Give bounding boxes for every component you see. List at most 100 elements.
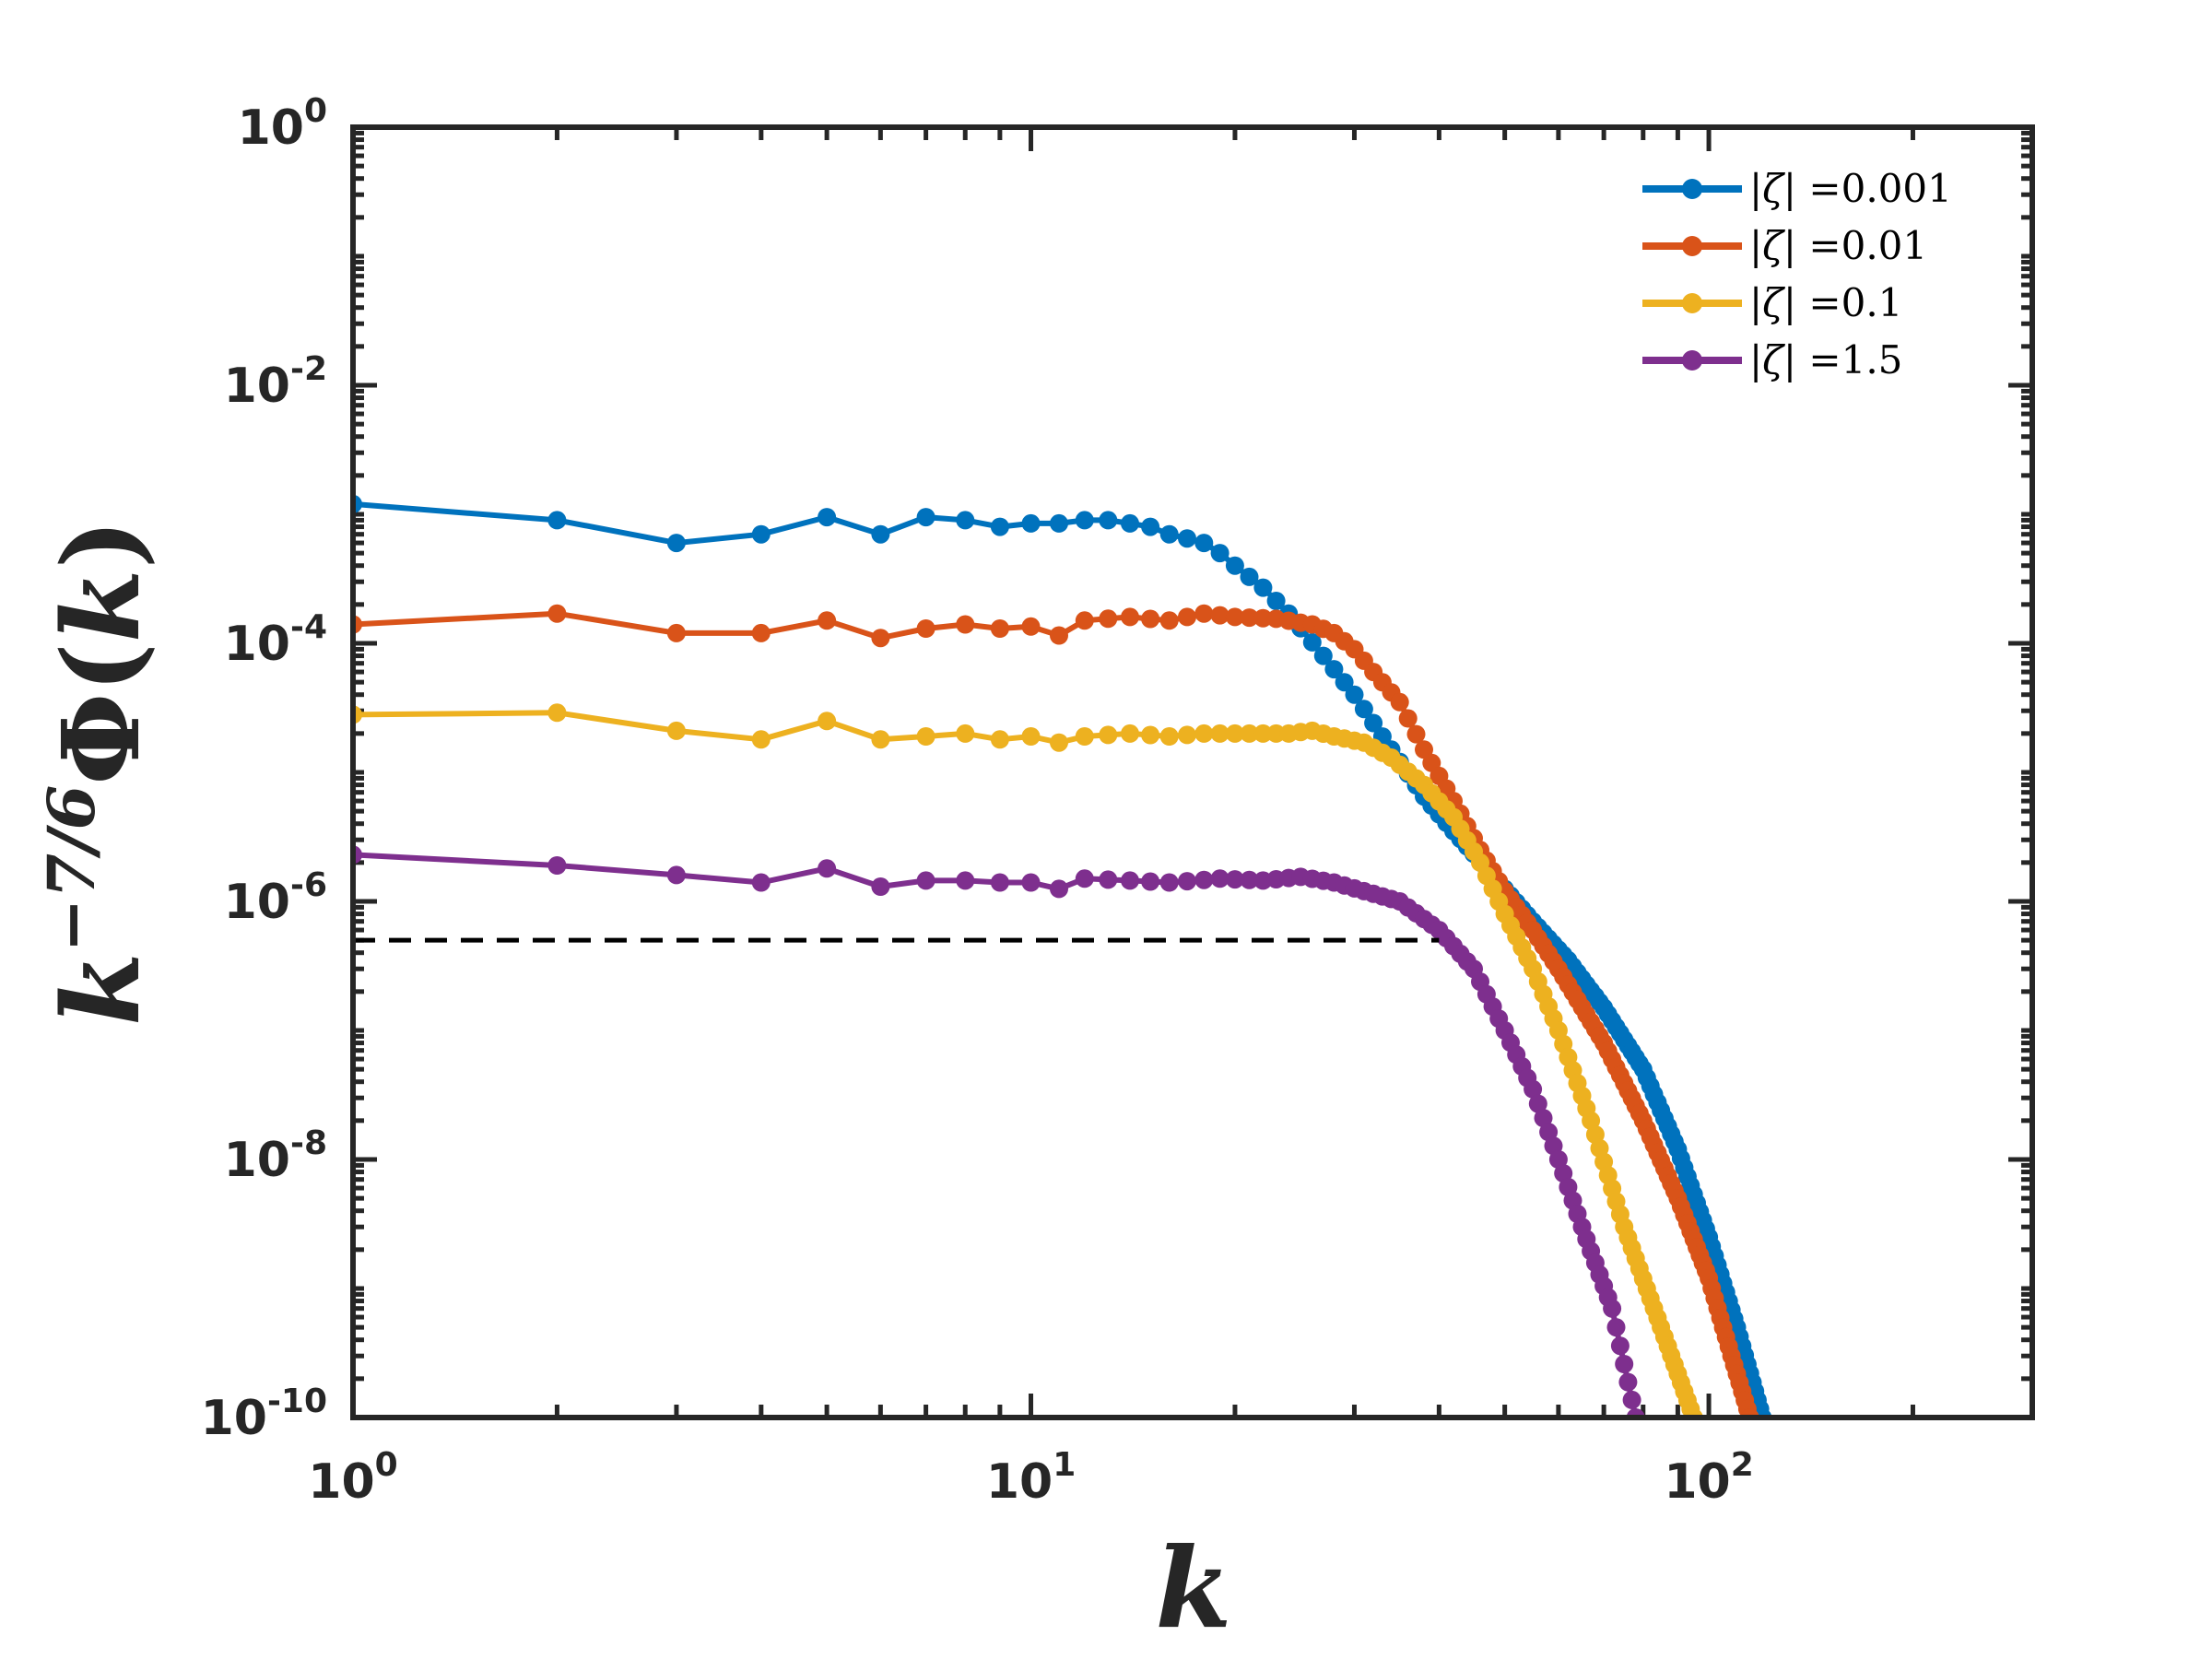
legend-item: |ζ| =0.001 — [1642, 166, 1952, 211]
data-point — [1194, 534, 1214, 553]
data-point — [1178, 529, 1196, 548]
data-point — [916, 508, 935, 527]
data-point — [1225, 724, 1244, 743]
data-point — [1324, 660, 1344, 679]
data-point — [1075, 869, 1094, 888]
data-point — [1121, 724, 1139, 743]
data-point — [1210, 606, 1230, 625]
y-title-exponent: −7/6 — [33, 785, 110, 953]
data-point — [1240, 870, 1259, 889]
data-point — [990, 730, 1009, 749]
data-point — [990, 517, 1009, 536]
x-tick-label: 100 — [308, 1446, 397, 1510]
data-point — [1099, 725, 1118, 745]
data-point — [1121, 607, 1139, 627]
data-point — [1075, 511, 1094, 530]
x-axis-title: k — [1155, 1524, 1231, 1653]
data-point — [871, 877, 890, 896]
data-point — [1050, 513, 1068, 533]
data-point — [1253, 724, 1273, 743]
data-point — [1610, 1336, 1630, 1356]
series-4 — [353, 845, 1645, 1418]
data-point — [547, 703, 567, 723]
data-point — [547, 856, 567, 875]
y-tick-label: 100 — [238, 92, 327, 156]
data-point — [547, 511, 567, 530]
data-point — [956, 615, 975, 634]
data-point — [1528, 1094, 1547, 1113]
data-point — [1178, 872, 1196, 891]
data-point — [751, 873, 771, 892]
data-point — [1050, 733, 1068, 752]
y-tick-label: 10-10 — [201, 1382, 327, 1446]
y-axis-title: k−7/6Φ(k) — [33, 519, 164, 1026]
data-point — [1622, 1390, 1641, 1409]
data-point — [1415, 740, 1433, 759]
data-point — [916, 871, 935, 890]
data-point — [1606, 1318, 1626, 1337]
data-point — [1582, 1111, 1601, 1130]
data-point — [1253, 608, 1273, 628]
data-point — [1313, 646, 1333, 665]
x-tick-labels: 100 101 102 — [308, 1446, 1753, 1510]
data-point — [818, 712, 837, 731]
data-point — [1050, 626, 1068, 645]
y-tick-labels: 100 10-2 10-4 10-6 10-8 10-10 — [201, 92, 327, 1446]
data-point — [818, 859, 837, 878]
legend-marker — [1682, 293, 1702, 313]
legend: |ζ| =0.001 |ζ| =0.01 |ζ| =0.1 |ζ| =1.5 — [1642, 166, 1952, 382]
data-point — [1021, 873, 1041, 892]
data-point — [1159, 524, 1179, 544]
legend-marker — [1682, 179, 1702, 199]
legend-marker — [1682, 236, 1702, 256]
data-point — [1178, 725, 1196, 745]
data-point — [666, 623, 686, 642]
y-title-phi: Φ — [40, 693, 164, 785]
data-point — [1159, 727, 1179, 746]
data-point — [1121, 871, 1139, 890]
series-2 — [353, 604, 1759, 1418]
data-point — [1225, 870, 1244, 889]
data-point — [1141, 517, 1160, 536]
data-point — [871, 524, 890, 544]
data-point — [1603, 1299, 1622, 1318]
plot-background — [353, 127, 2032, 1418]
y-tick-label: 10-6 — [224, 866, 327, 930]
data-point — [1210, 724, 1230, 743]
data-point — [1159, 611, 1179, 630]
y-title-paren-open: ( — [40, 642, 164, 692]
data-point — [818, 611, 837, 630]
data-point — [751, 730, 771, 749]
data-point — [1178, 607, 1196, 627]
data-point — [1141, 609, 1160, 629]
y-tick-label: 10-4 — [224, 608, 327, 672]
x-tick-label: 102 — [1664, 1446, 1753, 1510]
data-point — [1099, 511, 1118, 530]
data-point — [1548, 1150, 1568, 1169]
data-point — [956, 724, 975, 743]
data-point — [1050, 879, 1068, 899]
data-point — [818, 508, 837, 527]
data-point — [956, 511, 975, 530]
plot-frame — [350, 124, 2035, 1420]
data-point — [1266, 592, 1286, 610]
data-point — [547, 604, 567, 623]
data-point — [1335, 673, 1354, 692]
data-point — [1253, 578, 1273, 597]
data-point — [916, 727, 935, 746]
data-point — [666, 865, 686, 885]
legend-label: |ζ| =0.01 — [1749, 223, 1927, 268]
data-point — [1121, 513, 1139, 533]
data-point — [1406, 724, 1426, 744]
data-point — [990, 619, 1009, 638]
data-point — [666, 534, 686, 553]
data-point — [990, 873, 1009, 892]
data-point — [1240, 724, 1259, 743]
data-point — [916, 619, 935, 638]
data-point — [1618, 1372, 1638, 1392]
data-point — [1099, 609, 1118, 629]
y-title-paren-close: ) — [40, 519, 164, 569]
data-point — [1194, 724, 1214, 743]
data-point — [1141, 725, 1160, 745]
legend-item: |ζ| =0.01 — [1642, 223, 1927, 268]
